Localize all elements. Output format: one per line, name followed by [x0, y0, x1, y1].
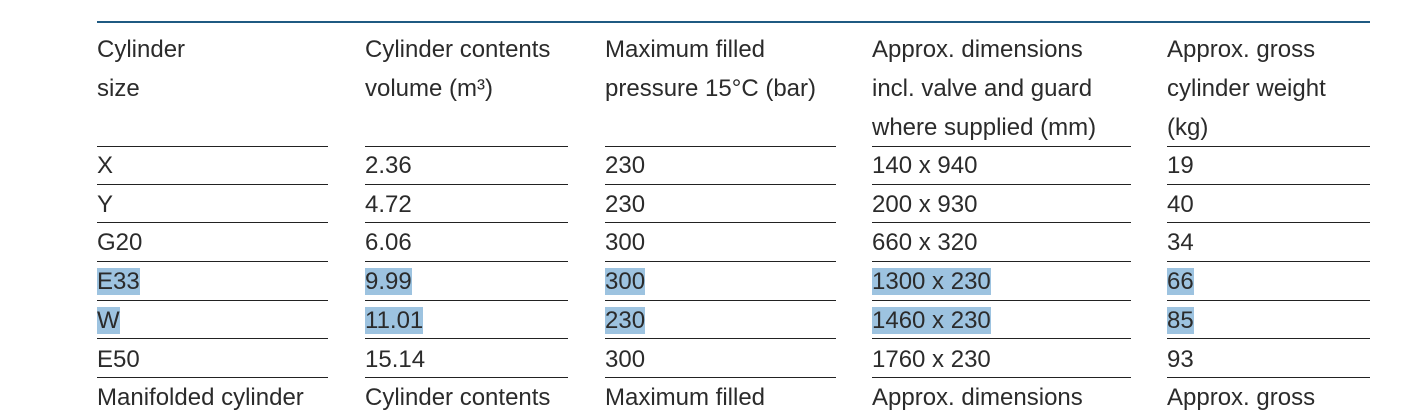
- table-cell: 230: [605, 185, 836, 224]
- header-text: (kg): [1167, 114, 1209, 141]
- cell-text: E50: [97, 345, 140, 373]
- header-cell: Approx. dimensions: [872, 384, 1083, 412]
- header-text: size: [97, 75, 140, 102]
- table-cell: E50: [97, 340, 328, 379]
- table-cell: 66: [1167, 262, 1370, 301]
- table-cell: 93: [1167, 340, 1370, 379]
- header-cell: Maximum filled pressure 15°C (bar): [605, 30, 836, 147]
- cell-text: 300: [605, 229, 646, 257]
- header-text: Cylinder: [97, 36, 186, 63]
- cell-text: 11.01: [365, 306, 424, 334]
- header-cell: Cylinder contents: [365, 384, 551, 412]
- cell-text: 1300 x 230: [872, 268, 991, 296]
- header-text: pressure 15°C (bar): [605, 75, 817, 102]
- header-text: Approx. gross: [1167, 36, 1316, 63]
- cell-text: 300: [605, 268, 646, 296]
- cell-text: 6.06: [365, 229, 412, 257]
- header-cell: Cylinder size: [97, 30, 328, 147]
- table-cell: 300: [605, 262, 836, 301]
- table-cell: 34: [1167, 223, 1370, 263]
- cell-text: 300: [605, 345, 646, 373]
- header-cell: Maximum filled: [605, 384, 766, 412]
- table-cell: 230: [605, 301, 836, 340]
- table-cell: 6.06: [365, 223, 568, 263]
- cell-text: 230: [605, 152, 646, 179]
- table-cell: 4.72: [365, 185, 568, 224]
- cell-text: X: [97, 152, 114, 179]
- cell-text: 93: [1167, 345, 1194, 373]
- cell-text: 4.72: [365, 190, 412, 218]
- table-cell: 40: [1167, 185, 1370, 224]
- header-text: volume (m³): [365, 75, 494, 102]
- cell-text: 9.99: [365, 268, 412, 296]
- header-text: Approx. dimensions: [872, 36, 1083, 63]
- header-cell: Approx. dimensions incl. valve and guard w…: [872, 30, 1131, 147]
- cell-text: Y: [97, 190, 114, 218]
- cell-text: W: [97, 306, 120, 334]
- cell-text: 2.36: [365, 152, 412, 179]
- header-cell: Approx. gross: [1167, 384, 1316, 412]
- table-cell: E33: [97, 262, 328, 301]
- cell-text: 40: [1167, 190, 1194, 218]
- cell-text: 230: [605, 190, 646, 218]
- table-cell: 1300 x 230: [872, 262, 1131, 301]
- cell-text: 1460 x 230: [872, 306, 991, 334]
- table-cell: Y: [97, 185, 328, 224]
- header-cell: Manifolded cylinder: [97, 384, 304, 412]
- table-cell: 200 x 930: [872, 185, 1131, 224]
- header-text: incl. valve and guard: [872, 75, 1093, 102]
- table-cell: 1460 x 230: [872, 301, 1131, 340]
- table-cell: 85: [1167, 301, 1370, 340]
- table-cell: 300: [605, 223, 836, 263]
- cell-text: 15.14: [365, 345, 426, 373]
- table-cell: 19: [1167, 146, 1370, 185]
- cell-text: 66: [1167, 268, 1194, 296]
- cell-text: E33: [97, 268, 140, 296]
- cell-text: 85: [1167, 306, 1194, 334]
- header-text: Cylinder contents: [365, 36, 551, 63]
- header-text: Maximum filled: [605, 36, 766, 63]
- header-cell: Approx. gross cylinder weight (kg): [1167, 30, 1370, 147]
- cell-text: 660 x 320: [872, 229, 978, 257]
- table-cell: 1760 x 230: [872, 340, 1131, 379]
- cell-text: 19: [1167, 152, 1194, 179]
- header-text: where supplied (mm): [872, 114, 1097, 141]
- table-cell: G20: [97, 223, 328, 263]
- cell-text: 140 x 940: [872, 152, 978, 179]
- table-cell: 300: [605, 340, 836, 379]
- cell-text: 230: [605, 306, 646, 334]
- cell-text: 1760 x 230: [872, 345, 991, 373]
- cell-text: 34: [1167, 229, 1194, 257]
- table-cell: W: [97, 301, 328, 340]
- table-cell: X: [97, 146, 328, 185]
- header-text: cylinder weight: [1167, 75, 1326, 102]
- table-cell: 15.14: [365, 340, 568, 379]
- table-cell: 660 x 320: [872, 223, 1131, 263]
- cell-text: G20: [97, 229, 143, 257]
- table-cell: 230: [605, 146, 836, 185]
- header-cell: Cylinder contents volume (m³): [365, 30, 568, 147]
- table-cell: 140 x 940: [872, 146, 1131, 185]
- top-rule: [97, 21, 1370, 23]
- table-cell: 2.36: [365, 146, 568, 185]
- cell-text: 200 x 930: [872, 190, 978, 218]
- table-cell: 9.99: [365, 262, 568, 301]
- table-cell: 11.01: [365, 301, 568, 340]
